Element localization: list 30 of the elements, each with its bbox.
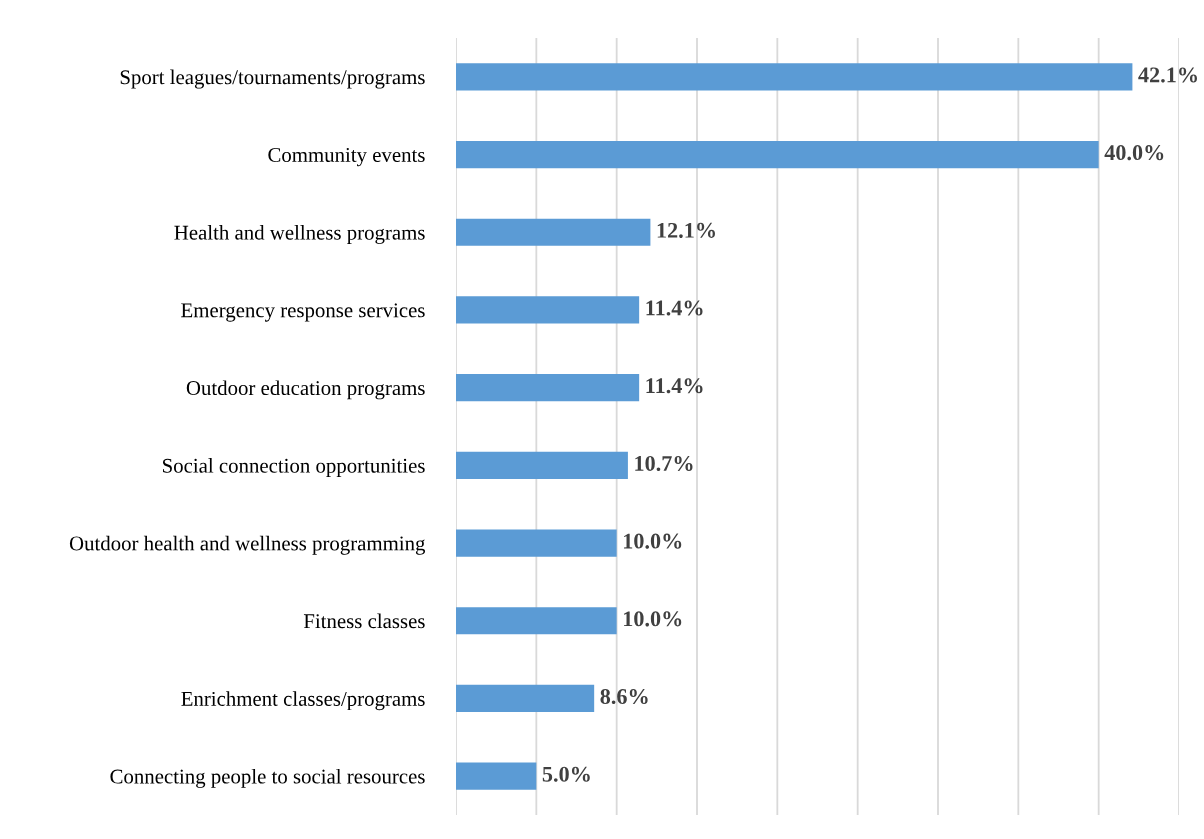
bar — [456, 63, 1133, 91]
bar — [456, 684, 595, 713]
bar — [456, 607, 617, 635]
y-tick-label: Enrichment classes/programs — [181, 691, 425, 711]
y-tick-label: Health and wellness programs — [174, 225, 425, 244]
data-label: 12.1% — [657, 222, 715, 238]
y-tick-label: Fitness classes — [303, 613, 425, 629]
data-label: 5.0% — [542, 766, 590, 782]
y-tick-label: Sport leagues/tournaments/programs — [120, 69, 425, 89]
bar — [456, 529, 617, 557]
bar — [456, 296, 640, 324]
data-label: 11.4% — [646, 300, 703, 316]
y-tick-label: Social connection opportunities — [163, 458, 425, 478]
y-tick-label: Outdoor education programs — [186, 380, 425, 400]
data-label: 11.4% — [646, 378, 703, 394]
data-label: 42.1% — [1138, 67, 1197, 83]
y-tick-label: Community events — [268, 147, 425, 167]
y-tick-label: Emergency response services — [181, 303, 425, 322]
bar — [456, 140, 1099, 169]
y-tick-label: Outdoor health and wellness programming — [69, 535, 426, 555]
bar — [456, 218, 651, 246]
data-label: 10.0% — [624, 533, 682, 549]
data-label: 8.6% — [600, 689, 648, 705]
bar — [456, 374, 640, 402]
bar — [456, 762, 537, 790]
data-label: 10.0% — [624, 611, 682, 627]
data-label: 10.7% — [635, 455, 693, 472]
bar — [456, 451, 628, 479]
data-label: 40.0% — [1104, 145, 1164, 161]
y-tick-label: Connecting people to social resources — [110, 768, 425, 788]
